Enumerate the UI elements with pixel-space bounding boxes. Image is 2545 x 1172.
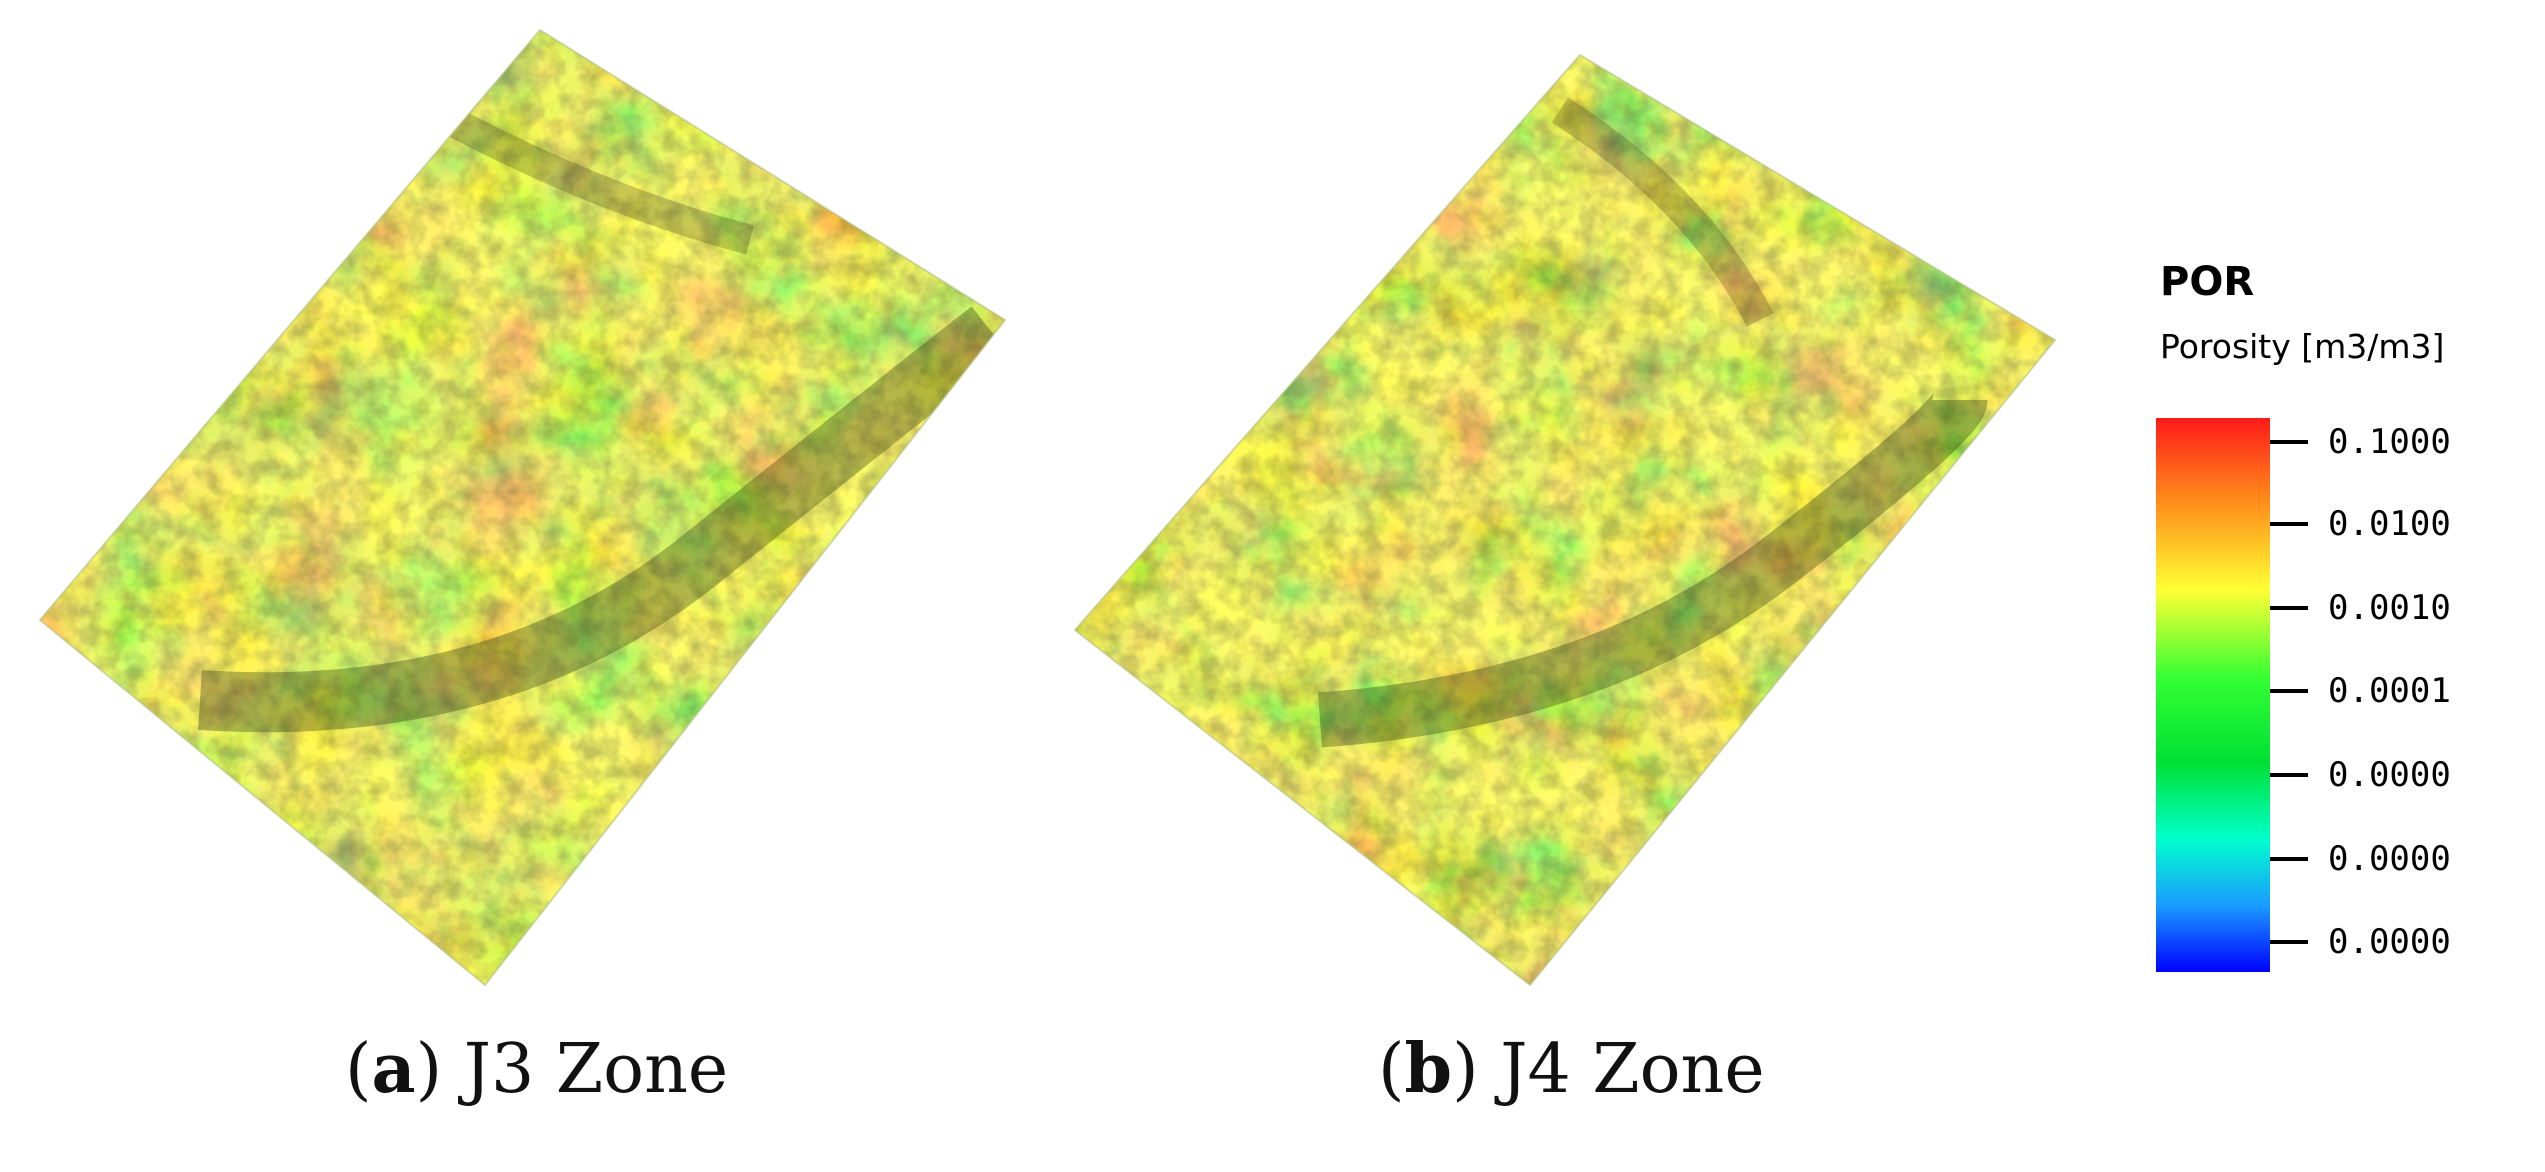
legend-tick [2270,773,2308,777]
legend-tick-label: 0.0001 [2328,671,2451,711]
legend-tick-label: 0.0000 [2328,839,2451,879]
surface-map-j3 [40,30,1005,985]
caption-j3-zone: (a) J3 Zone [345,1029,729,1109]
legend-tick-label: 0.0010 [2328,588,2451,628]
caption-j4-zone: (b) J4 Zone [1378,1029,1765,1109]
legend-tick [2270,606,2308,610]
legend-title: POR [2160,259,2255,305]
legend-tick [2270,857,2308,861]
surface-map-j4 [1075,55,2055,985]
caption-text: J3 Zone [463,1030,729,1109]
legend-tick [2270,689,2308,693]
legend-tick [2270,440,2308,444]
legend-tick-label: 0.0000 [2328,755,2451,795]
legend-tick-label: 0.1000 [2328,422,2451,462]
caption-letter: a [371,1029,416,1109]
legend-tick [2270,940,2308,944]
legend-tick [2270,522,2308,526]
legend-subtitle: Porosity [m3/m3] [2160,327,2445,366]
color-scale-bar [2156,418,2270,972]
caption-text: J4 Zone [1500,1030,1765,1109]
legend-tick-label: 0.0000 [2328,922,2451,962]
caption-letter: b [1404,1029,1453,1109]
legend-tick-label: 0.0100 [2328,504,2451,544]
